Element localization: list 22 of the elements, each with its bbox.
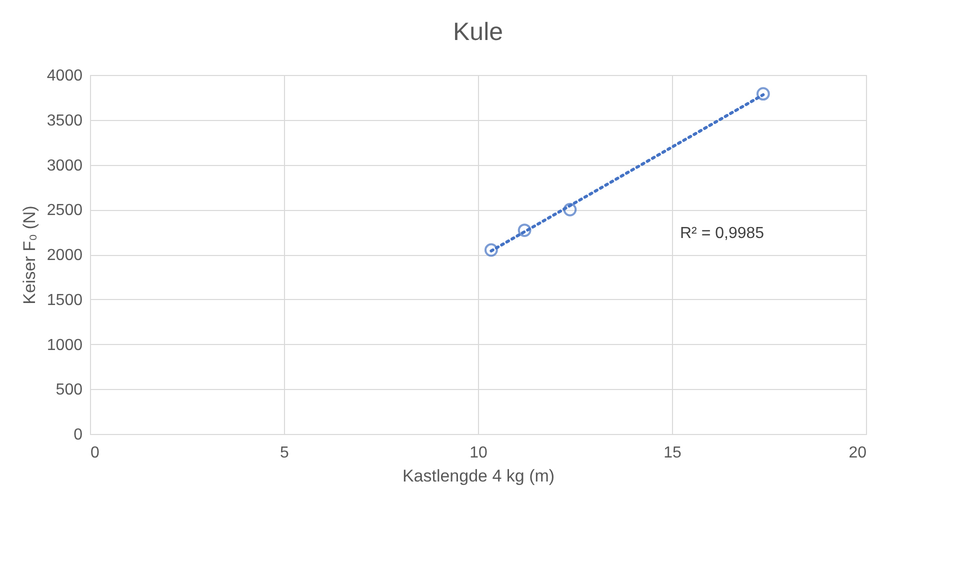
y-tick-label: 3000	[46, 157, 83, 174]
y-tick-label: 4000	[46, 68, 83, 84]
point	[756, 87, 770, 101]
y-tick-label: 1000	[46, 336, 83, 354]
x-tick-label: 10	[470, 444, 488, 462]
y-tick-label: 0	[74, 426, 83, 444]
x-axis-title: Kastlengde 4 kg (m)	[402, 466, 555, 486]
y-tick-label: 500	[56, 382, 83, 399]
x-tick-label: 20	[848, 444, 867, 462]
y-tick-label: 1500	[46, 292, 83, 309]
point	[563, 202, 577, 216]
x-tick-label: 0	[90, 444, 100, 462]
point	[484, 243, 498, 257]
y-tick-label: 3500	[46, 112, 83, 130]
point	[518, 224, 532, 237]
y-axis-title: Keiser F₀ (N)	[20, 206, 39, 304]
chart-title: Kule	[452, 18, 504, 46]
y-tick-label: 2500	[46, 202, 83, 220]
y-tick-label: 2000	[46, 247, 83, 264]
annotation: R² = 0,9985	[680, 225, 764, 242]
x-tick-label: 5	[280, 444, 290, 462]
x-tick-label: 15	[664, 444, 682, 462]
